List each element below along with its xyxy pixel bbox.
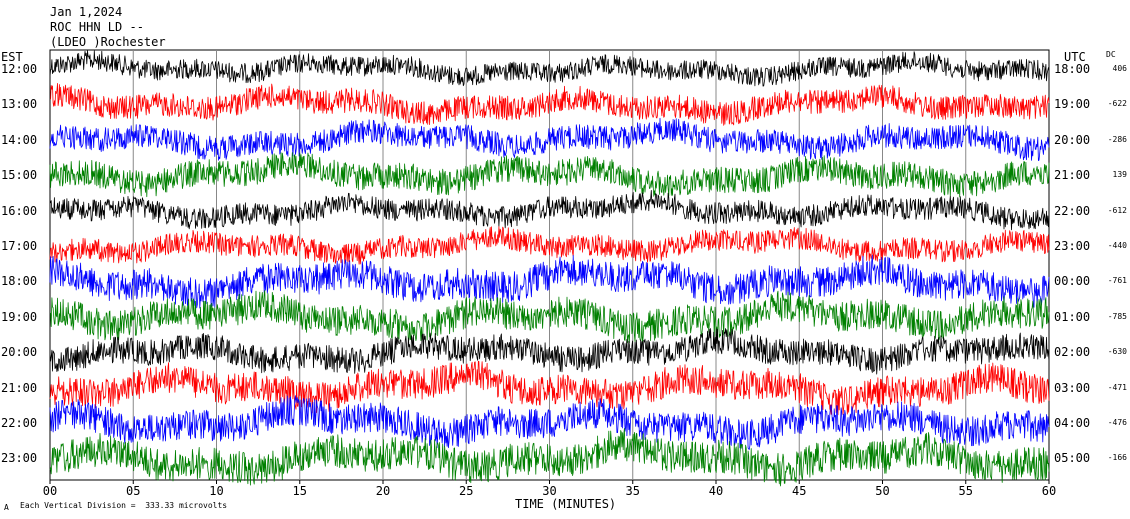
trace-line	[49, 83, 1050, 126]
trace-line	[49, 190, 1050, 231]
trace-line	[49, 152, 1050, 198]
network-label: (LDEO )Rochester	[50, 35, 166, 49]
x-tick-label: 30	[542, 484, 556, 498]
utc-hour-label: 01:00	[1054, 309, 1091, 324]
dc-offset-value: -612	[1107, 205, 1127, 215]
dc-offset-value: 139	[1112, 170, 1127, 180]
est-hour-label: 22:00	[1, 416, 38, 430]
utc-hour-label: 20:00	[1054, 132, 1091, 147]
est-hour-label: 15:00	[1, 168, 38, 183]
utc-hour-label: 02:00	[1054, 345, 1091, 360]
trace-line	[49, 328, 1050, 375]
utc-hour-label: 21:00	[1054, 168, 1091, 183]
trace-line	[49, 117, 1050, 161]
dc-offset-value: -471	[1107, 382, 1127, 392]
dc-offset-value: -622	[1107, 99, 1127, 109]
trace-line	[49, 254, 1050, 309]
est-hour-label: 19:00	[1, 309, 38, 324]
est-hour-label: 18:00	[1, 274, 38, 289]
utc-hour-label: 05:00	[1054, 451, 1091, 466]
x-axis-title: TIME (MINUTES)	[515, 497, 617, 511]
est-hour-label: 16:00	[1, 203, 38, 218]
x-tick-label: 60	[1042, 484, 1056, 498]
x-tick-label: 50	[875, 484, 889, 498]
x-tick-label: 25	[459, 484, 473, 498]
dc-offset-value: -761	[1107, 276, 1127, 286]
footnote-mark: A	[4, 503, 9, 512]
trace-line	[49, 360, 1050, 416]
utc-hour-label: 19:00	[1054, 97, 1091, 112]
utc-hour-label: 18:00	[1054, 62, 1091, 76]
dc-title: DC	[1106, 50, 1116, 59]
trace-line	[49, 395, 1050, 450]
x-tick-label: 00	[43, 484, 57, 498]
est-hour-label: 20:00	[1, 345, 38, 360]
utc-hour-label: 00:00	[1054, 274, 1091, 289]
est-title: EST	[1, 50, 23, 64]
x-tick-label: 10	[209, 484, 223, 498]
date-label: Jan 1,2024	[50, 5, 123, 19]
dc-offset-value: -286	[1107, 134, 1127, 144]
dc-offset-value: -630	[1107, 347, 1127, 357]
dc-offset-value: -476	[1107, 418, 1127, 427]
est-hour-label: 21:00	[1, 380, 38, 395]
est-hour-label: 23:00	[1, 451, 38, 466]
trace-line	[49, 428, 1050, 487]
est-hour-label: 12:00	[1, 62, 38, 76]
trace-line	[49, 290, 1050, 344]
dc-offset-value: 406	[1112, 64, 1127, 73]
utc-hour-label: 03:00	[1054, 380, 1091, 395]
utc-hour-label: 22:00	[1054, 203, 1091, 218]
trace-line	[49, 50, 1050, 87]
trace-line	[49, 226, 1050, 265]
x-tick-label: 55	[959, 484, 973, 498]
utc-hour-label: 23:00	[1054, 239, 1091, 253]
x-tick-label: 40	[709, 484, 723, 498]
x-tick-label: 35	[626, 484, 640, 498]
est-hour-label: 14:00	[1, 132, 38, 147]
station-label: ROC HHN LD --	[50, 20, 144, 34]
x-tick-label: 45	[792, 484, 806, 498]
x-tick-label: 05	[126, 484, 140, 498]
dc-offset-value: -440	[1107, 241, 1127, 250]
utc-hour-label: 04:00	[1054, 416, 1091, 430]
dc-offset-value: -166	[1107, 453, 1127, 463]
est-hour-label: 17:00	[1, 239, 38, 253]
vertical-division-note: Each Vertical Division = 333.33 microvol…	[20, 501, 228, 510]
dc-offset-value: -785	[1107, 311, 1127, 321]
x-tick-label: 15	[293, 484, 307, 498]
x-tick-label: 20	[376, 484, 390, 498]
est-hour-label: 13:00	[1, 97, 38, 112]
utc-title: UTC	[1064, 50, 1086, 64]
